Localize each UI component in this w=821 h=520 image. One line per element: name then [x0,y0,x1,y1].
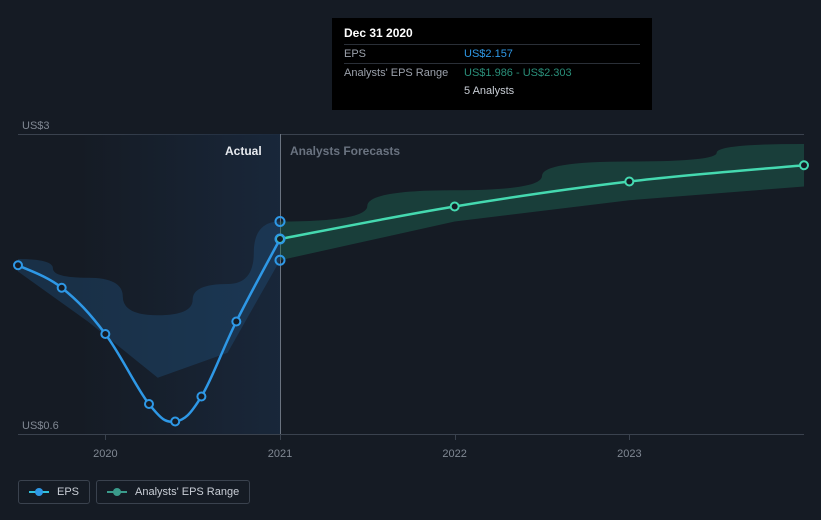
chart-tooltip: Dec 31 2020 EPSUS$2.157Analysts' EPS Ran… [332,18,652,110]
tooltip-key [344,85,464,97]
data-marker[interactable] [232,318,240,326]
legend-label: EPS [57,486,79,498]
tooltip-row: EPSUS$2.157 [344,44,640,63]
data-marker[interactable] [14,261,22,269]
tooltip-value: US$1.986 - US$2.303 [464,67,572,79]
range-actual-area [18,222,280,378]
x-tick [105,434,106,440]
tooltip-date: Dec 31 2020 [344,26,640,44]
x-axis-label: 2022 [442,448,466,460]
chart-svg [18,134,804,434]
legend-swatch [107,487,127,497]
x-axis-label: 2021 [268,448,292,460]
tooltip-sub: 5 Analysts [464,85,514,97]
data-marker[interactable] [451,203,459,211]
data-marker[interactable] [197,393,205,401]
tooltip-subrow: 5 Analysts [344,82,640,100]
data-marker[interactable] [171,418,179,426]
legend-swatch [29,487,49,497]
plot-area[interactable]: US$0.6US$32020202120222023ActualAnalysts… [18,134,804,434]
data-marker[interactable] [58,284,66,292]
data-marker[interactable] [625,178,633,186]
chart-legend: EPS Analysts' EPS Range [18,480,250,504]
x-tick [280,434,281,440]
legend-item[interactable]: EPS [18,480,90,504]
range-forecast-area [280,144,804,260]
data-marker[interactable] [101,330,109,338]
tooltip-key: EPS [344,48,464,60]
data-marker[interactable] [800,161,808,169]
gridline [18,434,804,435]
tooltip-key: Analysts' EPS Range [344,67,464,79]
legend-item[interactable]: Analysts' EPS Range [96,480,250,504]
legend-label: Analysts' EPS Range [135,486,239,498]
x-tick [455,434,456,440]
data-marker[interactable] [145,400,153,408]
y-axis-label: US$3 [22,120,50,132]
x-tick [629,434,630,440]
x-axis-label: 2020 [93,448,117,460]
tooltip-value: US$2.157 [464,48,513,60]
x-axis-label: 2023 [617,448,641,460]
tooltip-row: Analysts' EPS RangeUS$1.986 - US$2.303 [344,63,640,82]
